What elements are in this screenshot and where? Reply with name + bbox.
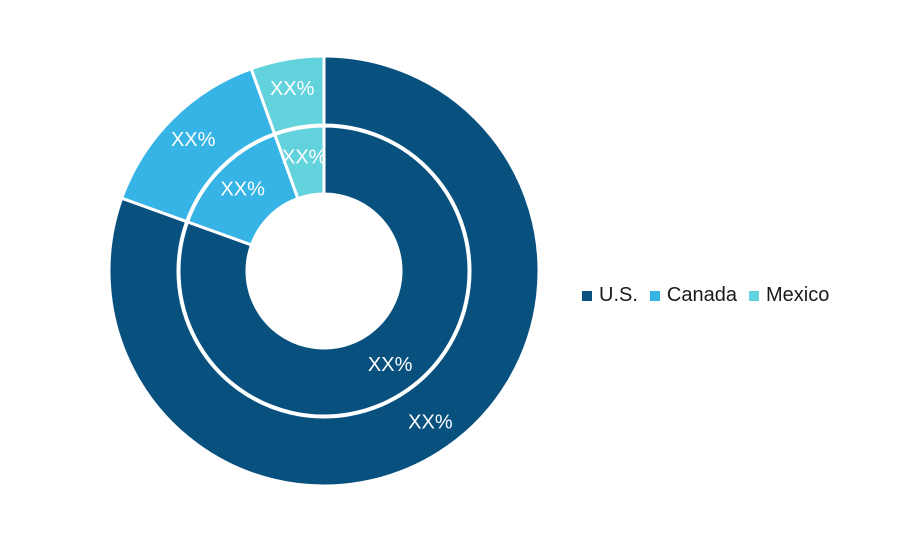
inner-slice-mexico — [272, 124, 326, 201]
inner-label-u-s: XX% — [368, 354, 413, 376]
inner-label-canada: XX% — [220, 179, 265, 201]
slice-labels: XX% XX% XX% XX% XX% XX% — [171, 78, 453, 434]
legend-item-mexico: Mexico — [748, 284, 830, 307]
outer-label-u-s: XX% — [408, 411, 453, 433]
legend-swatch-mexico — [748, 290, 759, 301]
inner-ring — [177, 124, 471, 418]
legend-swatch-canada — [649, 290, 660, 301]
legend-label-mexico: Mexico — [765, 284, 830, 306]
outer-label-mexico: XX% — [270, 78, 315, 100]
legend-label-canada: Canada — [666, 284, 737, 306]
outer-ring — [107, 54, 541, 488]
outer-label-canada: XX% — [171, 129, 216, 151]
legend-label-us: U.S. — [599, 284, 638, 306]
inner-slice-u-s — [177, 124, 471, 418]
inner-label-mexico: XX% — [282, 147, 327, 169]
legend: U.S. Canada Mexico — [582, 284, 829, 307]
legend-swatch-us — [582, 290, 592, 301]
legend-item-canada: Canada — [649, 284, 737, 307]
legend-item-us: U.S. — [582, 284, 638, 307]
